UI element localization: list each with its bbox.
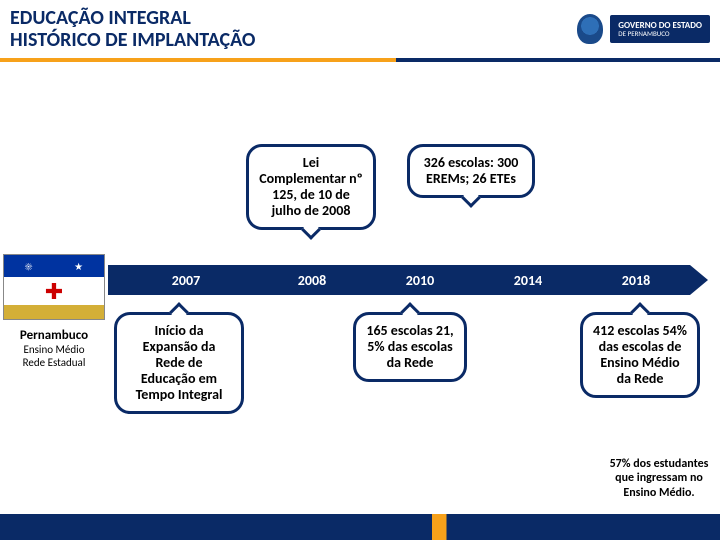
gov-text: GOVERNO DO ESTADO DE PERNAMBUCO xyxy=(610,15,710,43)
callout-tail-icon xyxy=(169,302,189,322)
timeline-year: 2008 xyxy=(298,272,326,289)
footer-stripe xyxy=(0,514,720,540)
footnote: 57% dos estudantes que ingressam no Ensi… xyxy=(604,457,714,500)
gov-logo: GOVERNO DO ESTADO DE PERNAMBUCO xyxy=(576,13,710,45)
callout-c2007: Início da Expansão da Rede de Educação e… xyxy=(114,312,244,414)
timeline-bar: 2007 2008 2010 2014 2018 xyxy=(108,265,708,295)
callout-tail-icon xyxy=(461,188,481,208)
timeline-year: 2018 xyxy=(622,272,650,289)
flag-caption-sub1: Ensino Médio xyxy=(3,343,105,356)
callout-tail-icon xyxy=(301,220,321,240)
flag-caption-sub2: Rede Estadual xyxy=(3,356,105,369)
callout-c2018: 412 escolas 54% das escolas de Ensino Mé… xyxy=(580,312,700,398)
header: EDUCAÇÃO INTEGRAL HISTÓRICO DE IMPLANTAÇ… xyxy=(0,0,720,62)
slide-body: ☀★ ✚ Pernambuco Ensino Médio Rede Estadu… xyxy=(0,62,720,540)
gov-line2: DE PERNAMBUCO xyxy=(618,30,702,37)
pernambuco-flag-icon: ☀★ ✚ xyxy=(3,254,105,320)
callout-tail-icon xyxy=(400,302,420,322)
timeline-year: 2014 xyxy=(514,272,542,289)
flag-caption: Pernambuco Ensino Médio Rede Estadual xyxy=(3,328,105,369)
flag-caption-name: Pernambuco xyxy=(3,328,105,343)
callout-c2008: Lei Complementar nº 125, de 10 de julho … xyxy=(246,144,376,230)
title-line-2: HISTÓRICO DE IMPLANTAÇÃO xyxy=(10,29,576,51)
page-title: EDUCAÇÃO INTEGRAL HISTÓRICO DE IMPLANTAÇ… xyxy=(10,7,576,51)
callout-c2014: 326 escolas: 300 EREMs; 26 ETEs xyxy=(407,144,535,198)
timeline-year: 2010 xyxy=(406,272,434,289)
timeline-year: 2007 xyxy=(172,272,200,289)
callout-tail-icon xyxy=(630,302,650,322)
title-line-1: EDUCAÇÃO INTEGRAL xyxy=(10,7,576,29)
callout-c2010: 165 escolas 21, 5% das escolas da Rede xyxy=(353,312,467,382)
crest-icon xyxy=(576,13,604,45)
